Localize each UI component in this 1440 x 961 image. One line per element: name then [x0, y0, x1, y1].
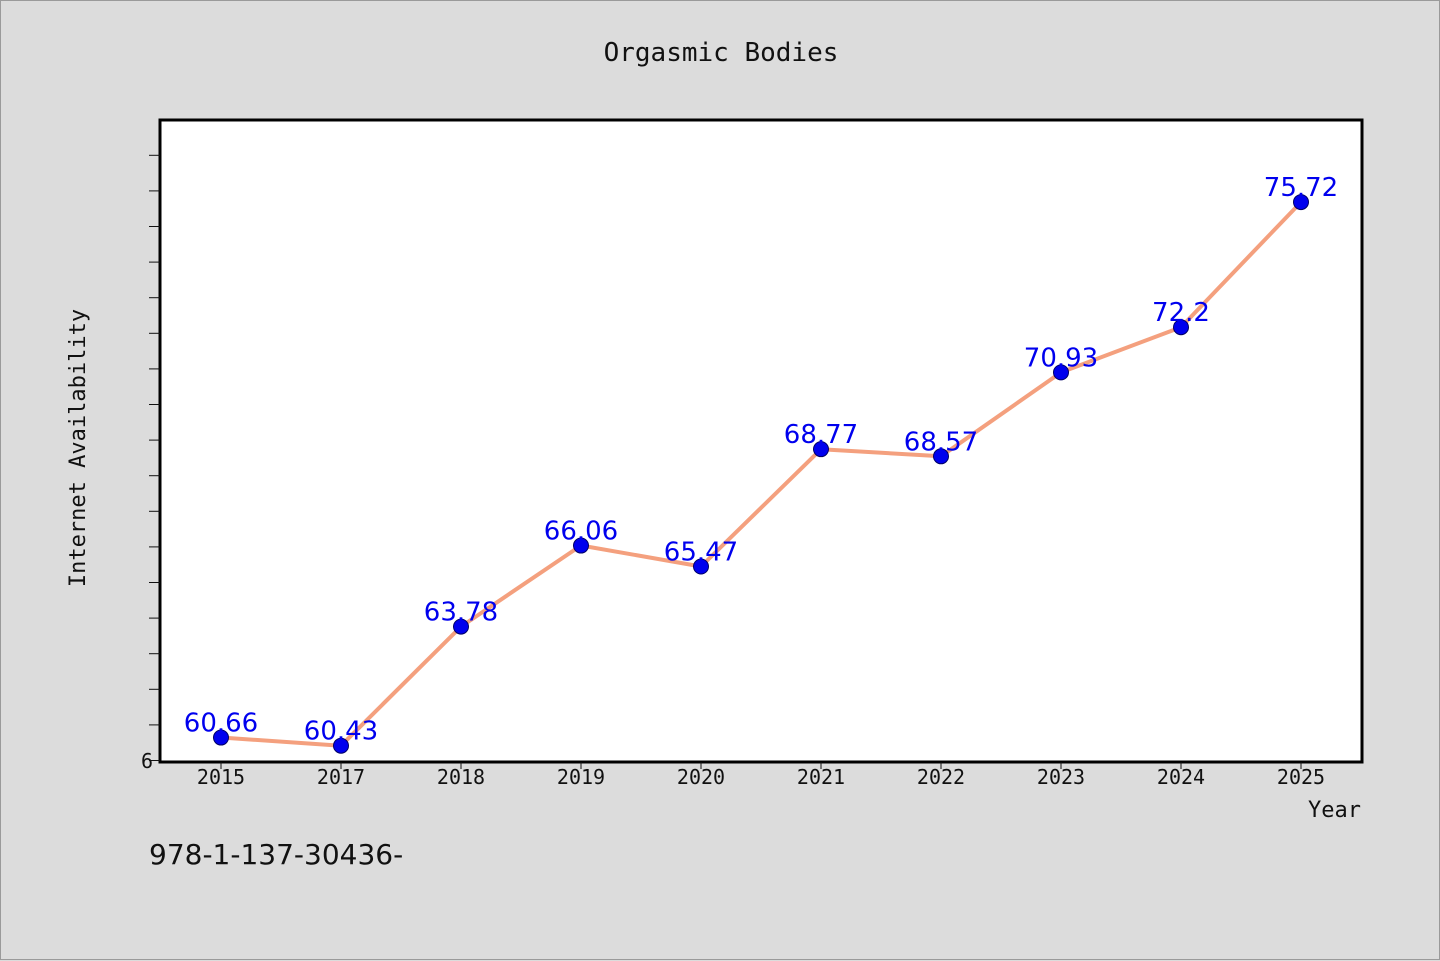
- x-axis-tick-labels: 2015 2017 2018 2019 2020 2021 2022 2023 2024 2025: [197, 765, 1325, 789]
- data-points: [213, 194, 1309, 754]
- x-tick-label: 2025: [1277, 765, 1325, 789]
- x-tick-label: 2019: [557, 765, 605, 789]
- data-label: 68.77: [784, 420, 858, 450]
- x-tick-label: 2021: [797, 765, 845, 789]
- data-label: 72.2: [1152, 298, 1210, 328]
- data-point: [453, 618, 469, 635]
- data-label: 65.47: [664, 538, 738, 568]
- x-tick-label: 2015: [197, 765, 245, 789]
- x-tick-label: 2020: [677, 765, 725, 789]
- data-label: 60.66: [184, 709, 258, 739]
- data-point: [1053, 364, 1069, 381]
- y-tick-label: 6: [141, 749, 153, 773]
- data-point: [813, 441, 829, 458]
- y-axis-ticks: [149, 154, 160, 761]
- data-label: 60.43: [304, 717, 378, 747]
- data-point: [573, 537, 589, 554]
- data-point: [1293, 194, 1309, 211]
- data-labels: 60.66 60.43 63.78 66.06 65.47 68.77 68.57 70.93…: [184, 173, 1338, 747]
- x-tick-label: 2022: [917, 765, 965, 789]
- plot-area: [158, 118, 1364, 764]
- data-label: 70.93: [1024, 343, 1098, 373]
- data-label: 75.72: [1264, 173, 1338, 203]
- x-tick-label: 2018: [437, 765, 485, 789]
- x-tick-label: 2023: [1037, 765, 1085, 789]
- data-point: [693, 558, 709, 575]
- data-point: [933, 448, 949, 465]
- data-label: 66.06: [544, 517, 618, 547]
- x-axis-label: Year: [1308, 798, 1361, 823]
- data-point: [333, 737, 349, 754]
- data-label: 68.57: [904, 427, 978, 457]
- data-label: 63.78: [424, 598, 498, 628]
- x-tick-label: 2024: [1157, 765, 1205, 789]
- data-point: [1173, 319, 1189, 336]
- chart-title: Orgasmic Bodies: [604, 38, 839, 68]
- y-axis-label: Internet Availability: [66, 309, 91, 587]
- x-tick-label: 2017: [317, 765, 365, 789]
- footnote-isbn: 978-1-137-30436-: [149, 838, 403, 871]
- data-point: [213, 729, 229, 746]
- series-line: [220, 200, 1303, 748]
- x-axis-ticks: [220, 762, 1302, 769]
